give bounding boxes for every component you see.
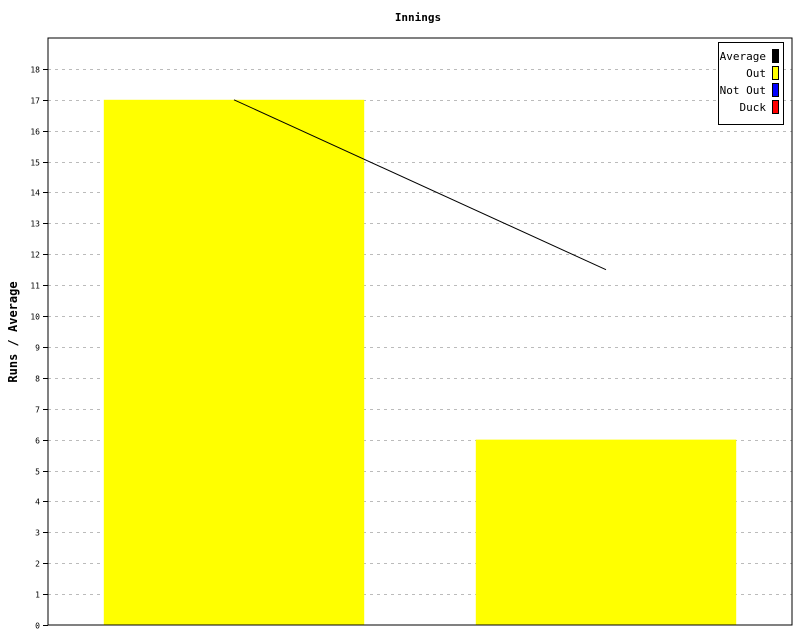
bar-out — [475, 439, 737, 625]
y-tick-label: 10 — [30, 313, 40, 322]
bar-out — [103, 99, 365, 625]
y-tick-label: 1 — [35, 591, 40, 600]
y-tick-label: 15 — [30, 159, 40, 168]
legend: Average Out Not Out Duck — [718, 42, 784, 125]
y-tick-label: 16 — [30, 128, 40, 137]
y-tick-label: 3 — [35, 529, 40, 538]
y-tick-label: 5 — [35, 468, 40, 477]
legend-swatch — [772, 83, 779, 97]
y-tick-label: 17 — [30, 97, 40, 106]
legend-swatch — [772, 100, 779, 114]
y-tick-label: 7 — [35, 406, 40, 415]
y-tick-label: 0 — [35, 622, 40, 631]
legend-label: Duck — [740, 101, 767, 114]
legend-swatch — [772, 49, 779, 63]
y-axis-label: Runs / Average — [6, 281, 20, 382]
y-tick-label: 6 — [35, 437, 40, 446]
line-average — [233, 99, 607, 271]
legend-label: Out — [746, 67, 766, 80]
y-tick-label: 2 — [35, 560, 40, 569]
y-tick-label: 18 — [30, 66, 40, 75]
legend-label: Not Out — [720, 84, 766, 97]
y-tick-label: 12 — [30, 251, 40, 260]
chart-title: Innings — [395, 11, 441, 24]
plot-frame — [47, 37, 793, 626]
y-tick-label: 14 — [30, 189, 40, 198]
y-tick-label: 8 — [35, 375, 40, 384]
legend-swatch — [772, 66, 779, 80]
y-tick-label: 11 — [30, 282, 40, 291]
y-tick-label: 4 — [35, 498, 40, 507]
y-tick-label: 13 — [30, 220, 40, 229]
y-tick-label: 9 — [35, 344, 40, 353]
legend-label: Average — [720, 50, 766, 63]
